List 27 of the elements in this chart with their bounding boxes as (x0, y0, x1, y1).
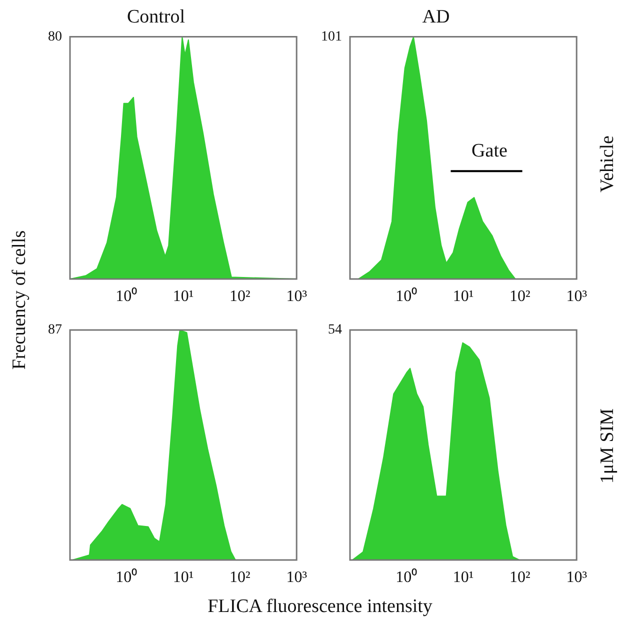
annotation: Gate (472, 140, 508, 162)
chart-title: Control (126, 6, 186, 28)
x-tick-label: 10¹ (172, 568, 194, 586)
x-tick-label: 10³ (286, 288, 308, 305)
x-tick-label: 10² (510, 288, 531, 305)
x-tick-label: 10³ (566, 568, 588, 586)
chart-title: AD (422, 6, 450, 28)
x-tick-label: 10⁰ (116, 568, 138, 586)
x-tick-label: 10³ (286, 568, 308, 586)
x-tick-label: 10⁰ (116, 286, 138, 305)
y-axis-title: Frecuency of cells (9, 230, 31, 370)
x-tick-label: 10⁰ (396, 568, 418, 586)
y-tick-label: 87 (48, 322, 62, 338)
x-tick-label: 10¹ (172, 288, 194, 305)
x-tick-label: 10⁰ (396, 286, 418, 305)
y-tick-label: 80 (48, 29, 62, 44)
y-tick-label: 101 (321, 29, 342, 44)
x-tick-label: 10² (230, 568, 251, 586)
x-axis-title: FLICA fluorescence intensity (208, 596, 432, 618)
x-tick-label: 10² (510, 568, 531, 586)
x-tick-label: 10¹ (452, 568, 474, 586)
y2-axis-title: 1μM SIM (597, 408, 619, 484)
x-tick-label: 10² (230, 288, 251, 305)
y-tick-label: 54 (328, 322, 342, 338)
y2-axis-title: Vehicle (597, 136, 619, 192)
x-tick-label: 10³ (566, 288, 588, 305)
x-tick-label: 10¹ (452, 288, 474, 305)
